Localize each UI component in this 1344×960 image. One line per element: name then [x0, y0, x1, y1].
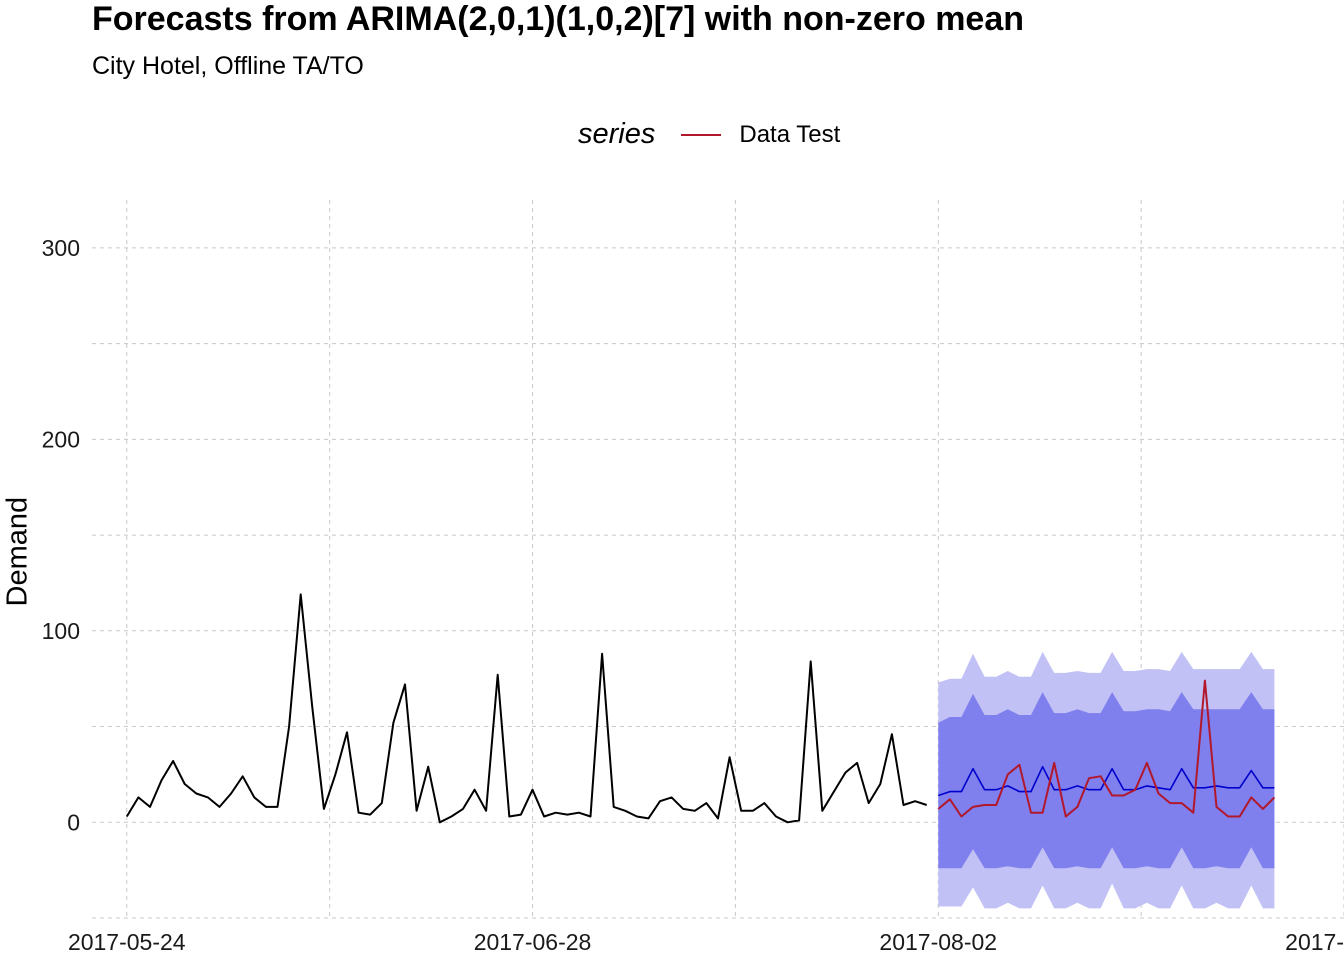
x-tick-label-3: 2017-09-06	[1285, 929, 1344, 955]
legend-key-data-test	[681, 133, 722, 136]
chart-title: Forecasts from ARIMA(2,0,1)(1,0,2)[7] wi…	[92, 0, 1025, 38]
y-tick-label-3: 300	[42, 235, 80, 261]
x-tick-label-2: 2017-08-02	[879, 929, 997, 955]
legend-label-data-test: Data Test	[739, 120, 841, 148]
data-test-series-line	[937, 679, 1276, 818]
chart-subtitle: City Hotel, Offline TA/TO	[92, 52, 364, 80]
legend: series Data Test	[578, 118, 840, 151]
y-tick-label-2: 200	[42, 426, 80, 452]
y-tick-label-1: 100	[42, 618, 80, 644]
x-tick-label-0: 2017-05-24	[68, 929, 186, 955]
x-tick-label-1: 2017-06-28	[474, 929, 592, 955]
history-series-line	[125, 593, 928, 824]
legend-title: series	[578, 118, 656, 150]
y-tick-label-0: 0	[67, 809, 80, 835]
forecast-mean-line	[938, 765, 1275, 797]
